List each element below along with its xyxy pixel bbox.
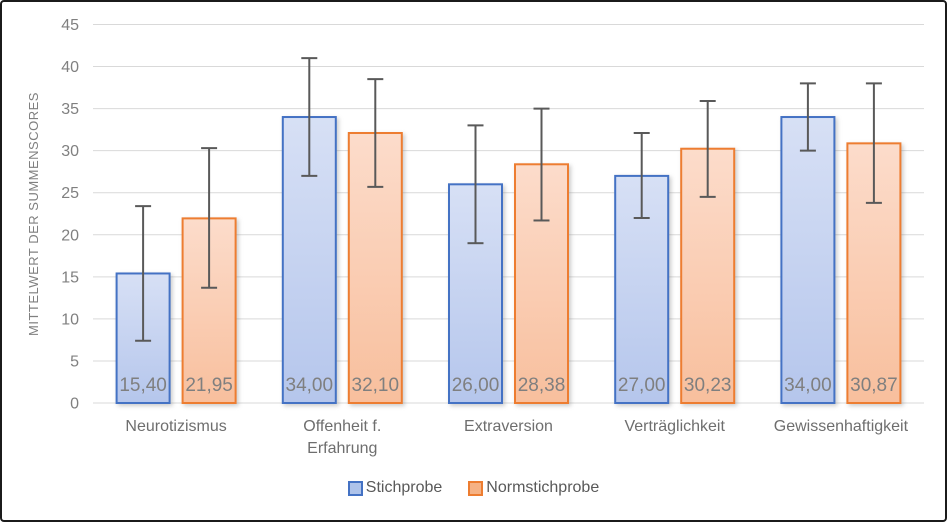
bar-stichprobe-2	[448, 183, 503, 404]
error-bar-normstichprobe-4	[865, 82, 882, 204]
bar-value-label: 15,40	[119, 375, 167, 396]
error-bar-stichprobe-1	[301, 57, 318, 177]
y-axis-title: MITTELWERT DER SUMMENSCORES	[26, 92, 41, 336]
legend-item-stichprobe: Stichprobe	[347, 479, 443, 497]
bar-value-label: 26,00	[452, 375, 500, 396]
y-tick-label: 30	[61, 143, 79, 160]
legend-item-normstichprobe: Normstichprobe	[468, 479, 599, 497]
category-label-4: Gewissenhaftigkeit	[774, 418, 909, 435]
error-bar-stichprobe-4	[799, 82, 816, 152]
error-bar-normstichprobe-2	[533, 107, 550, 222]
error-bar-normstichprobe-1	[367, 78, 384, 188]
y-tick-label: 35	[61, 101, 79, 118]
bar-value-label: 30,87	[850, 375, 898, 396]
legend-label-normstichprobe: Normstichprobe	[486, 479, 600, 496]
bar-value-label: 34,00	[286, 375, 334, 396]
y-tick-label: 45	[61, 17, 79, 34]
error-bar-stichprobe-2	[467, 124, 484, 245]
category-label-2: Extraversion	[464, 418, 553, 435]
bar-value-label: 21,95	[185, 375, 233, 396]
y-tick-label: 15	[61, 269, 79, 286]
legend-label-stichprobe: Stichprobe	[365, 479, 443, 496]
bar-value-label: 34,00	[784, 375, 832, 396]
y-tick-label: 25	[61, 185, 79, 202]
error-bar-normstichprobe-3	[699, 100, 716, 198]
bar-value-label: 27,00	[618, 375, 666, 396]
bar-value-label: 28,38	[518, 375, 566, 396]
legend: Stichprobe Normstichprobe	[2, 479, 945, 497]
bar-value-label: 30,23	[684, 375, 732, 396]
bar-normstichprobe-3	[680, 147, 736, 404]
category-label-0: Neurotizismus	[125, 418, 226, 435]
legend-swatch-normstichprobe-icon	[468, 480, 484, 496]
category-label-1: Offenheit f. Erfahrung	[303, 418, 381, 457]
category-label-3: Verträglichkeit	[624, 418, 725, 435]
y-tick-label: 40	[61, 59, 79, 76]
error-bar-stichprobe-0	[135, 205, 152, 342]
y-tick-label: 0	[70, 396, 79, 413]
y-tick-label: 5	[70, 353, 79, 370]
bar-value-label: 32,10	[352, 375, 400, 396]
y-tick-label: 20	[61, 227, 79, 244]
y-tick-label: 10	[61, 311, 79, 328]
error-bar-normstichprobe-0	[201, 147, 218, 289]
legend-swatch-stichprobe-icon	[347, 480, 363, 496]
error-bar-stichprobe-3	[633, 132, 650, 219]
bar-stichprobe-4	[780, 116, 836, 405]
